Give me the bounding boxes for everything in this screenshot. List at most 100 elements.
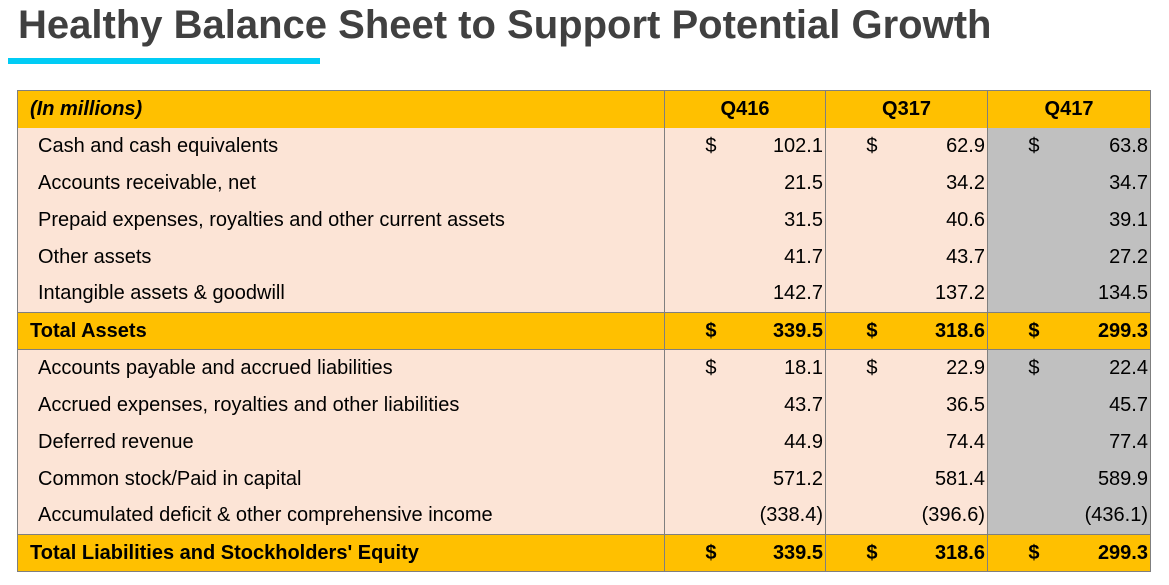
page-title: Healthy Balance Sheet to Support Potenti…: [18, 3, 992, 47]
currency-symbol: $: [664, 349, 725, 387]
row-label: Other assets: [17, 238, 665, 276]
currency-symbol: [987, 423, 1048, 461]
total-row: Total Liabilities and Stockholders' Equi…: [17, 534, 1151, 572]
table-header-row: (In millions) Q416 Q317 Q417: [17, 90, 1151, 128]
currency-symbol: $: [664, 312, 725, 350]
value-cell: 63.8: [1047, 127, 1151, 165]
currency-symbol: [825, 275, 886, 313]
currency-symbol: [987, 164, 1048, 202]
currency-symbol: [987, 275, 1048, 313]
value-cell: 22.4: [1047, 349, 1151, 387]
currency-symbol: [825, 386, 886, 424]
currency-symbol: [825, 460, 886, 498]
column-header-q417: Q417: [987, 90, 1151, 128]
value-cell: 43.7: [885, 238, 988, 276]
currency-symbol: [664, 238, 725, 276]
title-underline: [8, 58, 320, 64]
value-cell: 62.9: [885, 127, 988, 165]
currency-symbol: $: [825, 349, 886, 387]
row-label: Intangible assets & goodwill: [17, 275, 665, 313]
value-cell: 74.4: [885, 423, 988, 461]
currency-symbol: $: [987, 534, 1048, 572]
value-cell: 44.9: [724, 423, 826, 461]
value-cell: 18.1: [724, 349, 826, 387]
column-header-q317: Q317: [825, 90, 988, 128]
currency-symbol: [825, 201, 886, 239]
value-cell: 77.4: [1047, 423, 1151, 461]
currency-symbol: [664, 460, 725, 498]
value-cell: 589.9: [1047, 460, 1151, 498]
total-row: Total Assets $339.5 $318.6 $299.3: [17, 312, 1151, 350]
value-cell: 339.5: [724, 312, 826, 350]
table-row: Accounts payable and accrued liabilities…: [17, 349, 1151, 387]
value-cell: 34.7: [1047, 164, 1151, 202]
currency-symbol: [664, 386, 725, 424]
currency-symbol: [987, 201, 1048, 239]
value-cell: 36.5: [885, 386, 988, 424]
currency-symbol: [825, 238, 886, 276]
value-cell: (436.1): [1047, 497, 1151, 535]
currency-symbol: [825, 423, 886, 461]
table-row: Cash and cash equivalents $102.1 $62.9 $63.…: [17, 127, 1151, 165]
value-cell: 41.7: [724, 238, 826, 276]
value-cell: 339.5: [724, 534, 826, 572]
value-cell: 21.5: [724, 164, 826, 202]
currency-symbol: [987, 497, 1048, 535]
value-cell: 22.9: [885, 349, 988, 387]
currency-symbol: [664, 497, 725, 535]
table-row: Deferred revenue 44.9 74.4 77.4: [17, 423, 1151, 461]
value-cell: 39.1: [1047, 201, 1151, 239]
currency-symbol: [825, 164, 886, 202]
currency-symbol: $: [825, 127, 886, 165]
value-cell: 31.5: [724, 201, 826, 239]
value-cell: 137.2: [885, 275, 988, 313]
table-row: Accrued expenses, royalties and other li…: [17, 386, 1151, 424]
row-label: Deferred revenue: [17, 423, 665, 461]
value-cell: 43.7: [724, 386, 826, 424]
table-row: Common stock/Paid in capital 571.2 581.4 58…: [17, 460, 1151, 498]
value-cell: 571.2: [724, 460, 826, 498]
value-cell: 134.5: [1047, 275, 1151, 313]
row-label: Prepaid expenses, royalties and other cu…: [17, 201, 665, 239]
currency-symbol: [987, 460, 1048, 498]
row-label: Total Liabilities and Stockholders' Equi…: [17, 534, 665, 572]
value-cell: 45.7: [1047, 386, 1151, 424]
currency-symbol: [987, 238, 1048, 276]
table-row: Prepaid expenses, royalties and other cu…: [17, 201, 1151, 239]
row-label: Cash and cash equivalents: [17, 127, 665, 165]
currency-symbol: [664, 275, 725, 313]
currency-symbol: $: [987, 312, 1048, 350]
table-row: Intangible assets & goodwill 142.7 137.2 13…: [17, 275, 1151, 313]
value-cell: 318.6: [885, 534, 988, 572]
value-cell: 102.1: [724, 127, 826, 165]
currency-symbol: [987, 386, 1048, 424]
value-cell: (338.4): [724, 497, 826, 535]
currency-symbol: [664, 201, 725, 239]
unit-label: (In millions): [17, 90, 665, 128]
column-header-q416: Q416: [664, 90, 826, 128]
currency-symbol: [664, 164, 725, 202]
value-cell: 318.6: [885, 312, 988, 350]
value-cell: (396.6): [885, 497, 988, 535]
row-label: Accrued expenses, royalties and other li…: [17, 386, 665, 424]
row-label: Accounts payable and accrued liabilities: [17, 349, 665, 387]
value-cell: 142.7: [724, 275, 826, 313]
currency-symbol: $: [825, 534, 886, 572]
currency-symbol: $: [825, 312, 886, 350]
table-row: Other assets 41.7 43.7 27.2: [17, 238, 1151, 276]
value-cell: 581.4: [885, 460, 988, 498]
value-cell: 27.2: [1047, 238, 1151, 276]
value-cell: 40.6: [885, 201, 988, 239]
currency-symbol: $: [664, 534, 725, 572]
row-label: Common stock/Paid in capital: [17, 460, 665, 498]
currency-symbol: [664, 423, 725, 461]
currency-symbol: $: [664, 127, 725, 165]
value-cell: 299.3: [1047, 534, 1151, 572]
value-cell: 299.3: [1047, 312, 1151, 350]
balance-sheet-table: (In millions) Q416 Q317 Q417 Cash and ca…: [17, 90, 1151, 572]
row-label: Accounts receivable, net: [17, 164, 665, 202]
currency-symbol: $: [987, 349, 1048, 387]
row-label: Total Assets: [17, 312, 665, 350]
value-cell: 34.2: [885, 164, 988, 202]
currency-symbol: [825, 497, 886, 535]
